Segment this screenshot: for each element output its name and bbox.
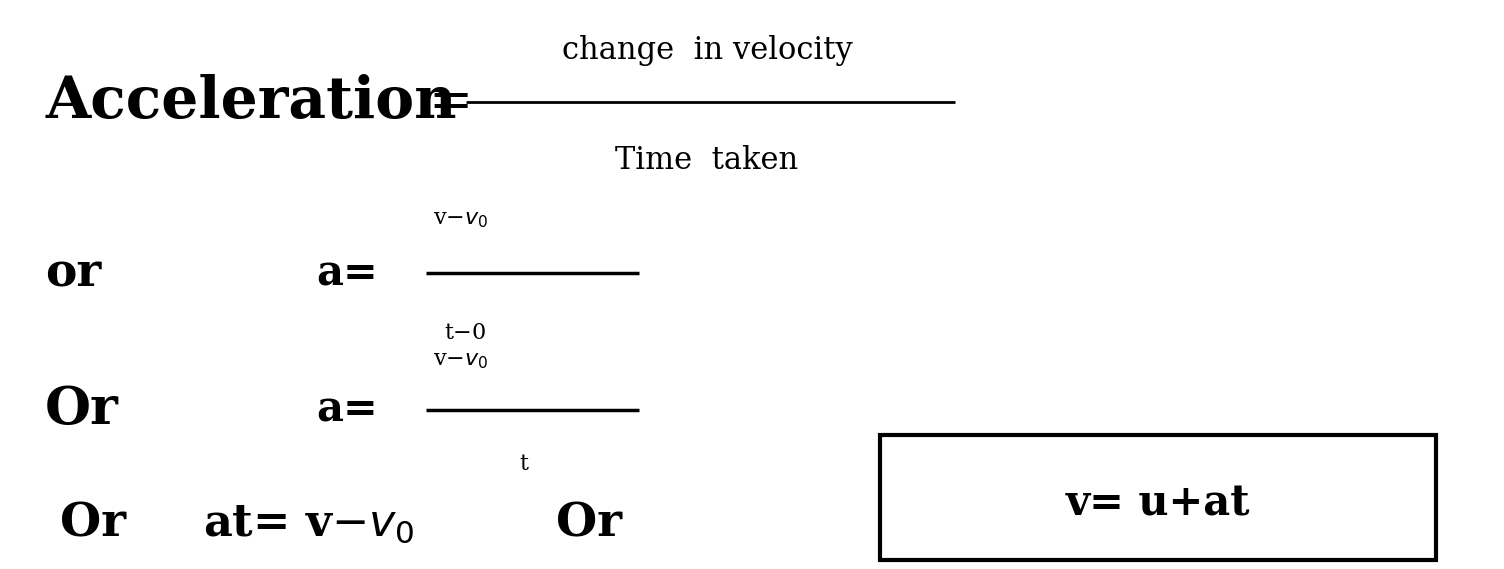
Text: a=: a= bbox=[316, 389, 378, 431]
Text: a=: a= bbox=[316, 252, 378, 294]
FancyBboxPatch shape bbox=[880, 435, 1436, 560]
Text: =: = bbox=[429, 77, 472, 128]
Text: t$-$0: t$-$0 bbox=[444, 322, 486, 344]
Text: Or: Or bbox=[60, 501, 126, 546]
Text: v$-v_{\mathsf{0}}$: v$-v_{\mathsf{0}}$ bbox=[433, 349, 489, 370]
Text: Acceleration: Acceleration bbox=[45, 75, 457, 130]
Text: Or: Or bbox=[45, 384, 119, 435]
Text: Time  taken: Time taken bbox=[615, 145, 799, 176]
Text: v$-v_{\mathsf{0}}$: v$-v_{\mathsf{0}}$ bbox=[433, 208, 489, 230]
Text: t: t bbox=[519, 453, 528, 475]
Text: change  in velocity: change in velocity bbox=[561, 35, 853, 65]
Text: or: or bbox=[45, 250, 101, 296]
Text: v= u+at: v= u+at bbox=[1066, 483, 1250, 525]
Text: Or: Or bbox=[556, 501, 623, 546]
Text: at= v$-v_{\mathsf{0}}$: at= v$-v_{\mathsf{0}}$ bbox=[203, 502, 415, 545]
